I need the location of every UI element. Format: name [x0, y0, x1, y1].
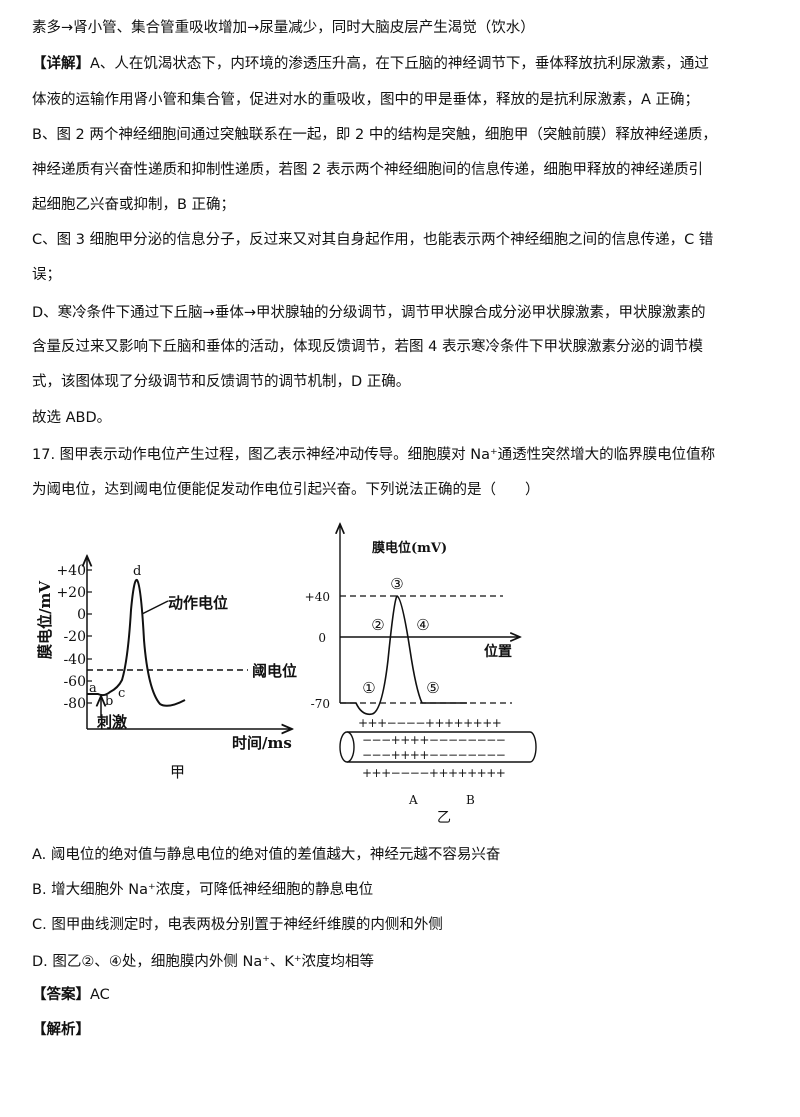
- threshold-label: 阈电位: [252, 662, 297, 680]
- marker-3: ③: [390, 575, 403, 593]
- caption-jia: 甲: [170, 763, 185, 781]
- point-a: a: [89, 681, 97, 696]
- detail-tag: 【详解】: [32, 56, 90, 72]
- text-line: 式，该图体现了分级调节和反馈调节的调节机制，D 正确。: [32, 374, 411, 390]
- caption-yi: 乙: [437, 810, 451, 826]
- text-line: 【详解】A、人在饥渴状态下，内环境的渗透压升高，在下丘脑的神经调节下，垂体释放抗…: [32, 54, 709, 74]
- y-tick-label: -80: [63, 696, 86, 712]
- y-tick-label: +40: [305, 590, 330, 604]
- y-tick-label: 0: [318, 631, 326, 645]
- text-line: 起细胞乙兴奋或抑制，B 正确；: [32, 197, 236, 213]
- y-tick-label: 0: [77, 607, 86, 623]
- option-b: B. 增大细胞外 Na⁺浓度，可降低神经细胞的静息电位: [32, 882, 374, 898]
- question-stem: 为阈电位，达到阈电位便能促发动作电位引起兴奋。下列说法正确的是（ ）: [32, 482, 540, 498]
- y-tick-label: -40: [63, 652, 86, 668]
- answer-line: 【答案】AC: [32, 985, 110, 1005]
- text-line: 神经递质有兴奋性递质和抑制性递质，若图 2 表示两个神经细胞间的信息传递，细胞甲…: [32, 162, 703, 178]
- point-d: d: [133, 564, 141, 579]
- text-line: D、寒冷条件下通过下丘脑→垂体→甲状腺轴的分级调节，调节甲状腺合成分泌甲状腺激素…: [32, 305, 706, 321]
- y-axis-label: 膜电位/mV: [36, 581, 54, 659]
- action-potential-curve: [87, 578, 186, 707]
- figure-yi: 膜电位(mV) +40 0 -70 位置 ① ② ③ ④ ⑤ +++−−−−++…: [305, 524, 537, 826]
- answer-value: AC: [90, 987, 110, 1003]
- answer-tag: 【答案】: [32, 987, 90, 1003]
- point-c: c: [118, 686, 125, 701]
- point-b: b: [105, 694, 113, 709]
- potential-curve: [340, 595, 467, 716]
- marker-2: ②: [371, 616, 384, 634]
- marker-4: ④: [416, 616, 429, 634]
- marker-1: ①: [362, 679, 375, 697]
- y-axis-label: 膜电位(mV): [372, 540, 447, 556]
- leader-line: [141, 600, 169, 615]
- text-line: B、图 2 两个神经细胞间通过突触联系在一起，即 2 中的结构是突触，细胞甲（突…: [32, 127, 717, 143]
- action-potential-label: 动作电位: [168, 594, 228, 612]
- y-tick-label: +20: [56, 585, 86, 601]
- option-d: D. 图乙②、④处，细胞膜内外侧 Na⁺、K⁺浓度均相等: [32, 954, 375, 970]
- point-a-label: A: [408, 793, 418, 807]
- x-axis-label: 时间/ms: [232, 734, 292, 752]
- text-line: 误；: [32, 267, 61, 283]
- question-stem: 17. 图甲表示动作电位产生过程，图乙表示神经冲动传导。细胞膜对 Na⁺通透性突…: [32, 447, 716, 463]
- text-line-content: A、人在饥渴状态下，内环境的渗透压升高，在下丘脑的神经调节下，垂体释放抗利尿激素…: [90, 56, 709, 72]
- y-tick-label: -60: [63, 674, 86, 690]
- nerve-fiber: [339, 731, 537, 763]
- point-b-label: B: [466, 793, 475, 807]
- analysis-tag: 【解析】: [32, 1022, 90, 1038]
- option-a: A. 阈电位的绝对值与静息电位的绝对值的差值越大，神经元越不容易兴奋: [32, 847, 501, 863]
- y-tick-label: -20: [63, 629, 86, 645]
- option-c: C. 图甲曲线测定时，电表两极分别置于神经纤维膜的内侧和外侧: [32, 917, 443, 933]
- y-tick-label: -70: [311, 697, 330, 711]
- x-axis-label: 位置: [484, 643, 512, 660]
- charge-row-outer-bottom: +++−−−−++++++++: [362, 766, 505, 780]
- stimulus-label: 刺激: [97, 713, 128, 731]
- y-tick-label: +40: [56, 563, 86, 579]
- text-line: 故选 ABD。: [32, 410, 112, 426]
- text-line: 素多→肾小管、集合管重吸收增加→尿量减少，同时大脑皮层产生渴觉（饮水）: [32, 20, 535, 36]
- charge-row-inner-top: −−−++++−−−−−−−−: [362, 733, 505, 747]
- marker-5: ⑤: [426, 679, 439, 697]
- text-line: 体液的运输作用肾小管和集合管，促进对水的重吸收，图中的甲是垂体，释放的是抗利尿激…: [32, 92, 700, 108]
- text-line: C、图 3 细胞甲分泌的信息分子，反过来又对其自身起作用，也能表示两个神经细胞之…: [32, 232, 714, 248]
- figure-jia: +40 +20 0 -20 -40 -60 -80 膜电位/mV 阈电位 动作电…: [36, 556, 297, 781]
- charge-row-inner-bottom: −−−++++−−−−−−−−: [362, 748, 505, 762]
- charge-row-outer-top: +++−−−−++++++++: [358, 716, 501, 730]
- text-line: 含量反过来又影响下丘脑和垂体的活动，体现反馈调节，若图 4 表示寒冷条件下甲状腺…: [32, 339, 703, 355]
